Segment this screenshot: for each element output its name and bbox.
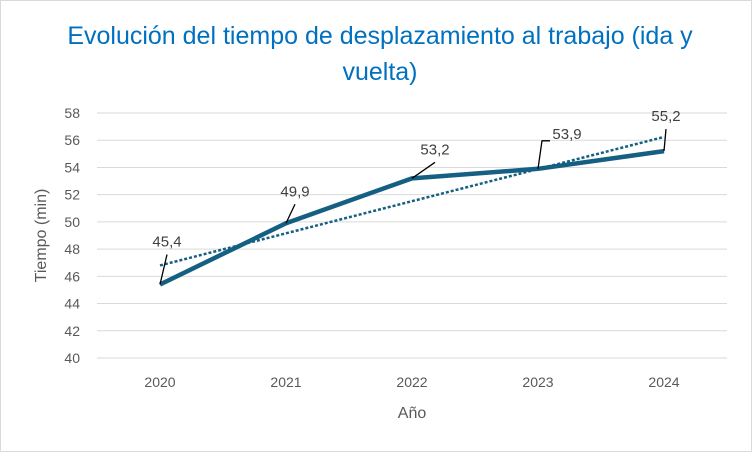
- y-tick-label: 58: [64, 105, 80, 121]
- leader-line: [663, 129, 667, 152]
- x-tick-label: 2022: [396, 374, 427, 390]
- data-label: 49,9: [280, 183, 309, 200]
- leader-line: [285, 203, 296, 224]
- data-label: 53,2: [420, 141, 449, 158]
- data-label: 53,9: [552, 126, 581, 143]
- y-tick-label: 54: [64, 159, 80, 175]
- x-tick-label: 2020: [144, 374, 175, 390]
- data-label: 55,2: [651, 108, 680, 125]
- chart-title: Evolución del tiempo de desplazamiento a…: [67, 22, 693, 86]
- y-tick-label: 40: [64, 350, 80, 366]
- series-line: [159, 148, 665, 287]
- leader-line: [411, 161, 436, 179]
- data-label: 45,4: [152, 234, 181, 251]
- y-tick-label: 48: [64, 241, 80, 257]
- x-tick-label: 2021: [270, 374, 301, 390]
- leader-line: [537, 140, 550, 169]
- x-axis-title: Año: [398, 405, 427, 422]
- leader-line: [159, 254, 168, 285]
- y-tick-label: 44: [64, 296, 80, 312]
- y-axis-title: Tiempo (min): [33, 189, 50, 283]
- y-tick-label: 50: [64, 214, 80, 230]
- y-tick-label: 52: [64, 187, 80, 203]
- y-tick-label: 42: [64, 323, 80, 339]
- y-tick-label: 56: [64, 132, 80, 148]
- x-tick-label: 2023: [522, 374, 553, 390]
- y-tick-label: 46: [64, 268, 80, 284]
- x-tick-label: 2024: [648, 374, 679, 390]
